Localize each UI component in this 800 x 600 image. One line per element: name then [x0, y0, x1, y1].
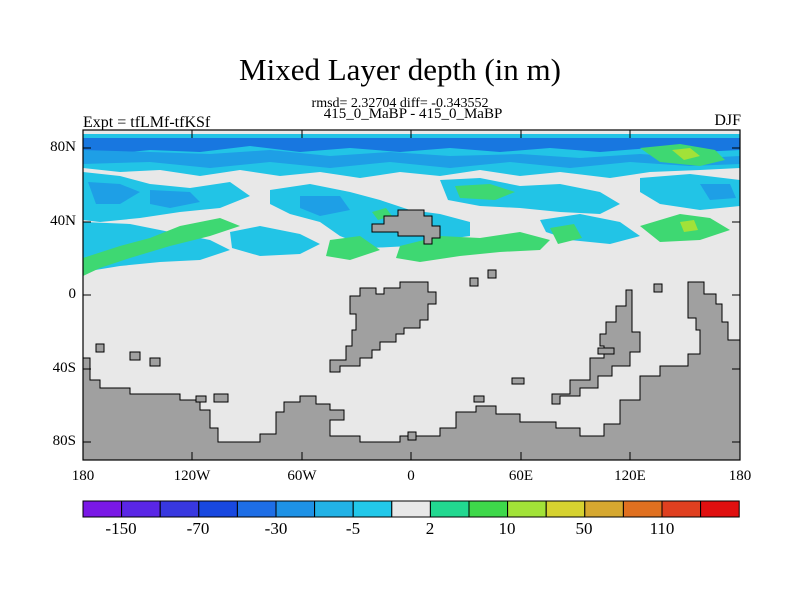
experiment-label: Expt = tfLMf-tfKSf [83, 114, 211, 131]
y-tick-label-80s: 80S [52, 433, 76, 449]
colorbar-box-7 [314, 500, 354, 518]
plot-title: Mixed Layer depth (in m) [239, 52, 561, 87]
colorbar-label-8: 110 [649, 519, 675, 538]
colorbar-label-3: -30 [264, 519, 288, 538]
green-band-europe [396, 232, 550, 262]
green-band-pacific [83, 218, 240, 276]
colorbar-box-2 [121, 500, 161, 518]
green-patch-atlantic [326, 236, 380, 260]
colorbar-box-10 [429, 500, 470, 518]
colorbar-box-15 [622, 500, 663, 518]
x-tick-label-120e: 120E [614, 468, 646, 484]
land-small-islands-12 [653, 283, 663, 293]
y-tick-label-80n: 80N [50, 139, 76, 155]
colorbar [82, 500, 740, 518]
stats-line: rmsd= 2.32704 diff= -0.343552 [311, 96, 489, 111]
yellow-patch-arctic [672, 148, 700, 160]
dark-blue-patch-pacific-2 [150, 190, 200, 208]
colorbar-box-12 [507, 500, 547, 518]
mid-blue-patch-atlantic [300, 196, 350, 216]
yellow-patch-east-pacific [680, 220, 698, 232]
mid-blue-patch-east [700, 184, 736, 200]
land-small-islands-2 [487, 269, 497, 279]
x-tick-label-180w: 180 [71, 468, 95, 484]
land-south-america [329, 281, 437, 373]
y-tick-label-40n: 40N [50, 213, 76, 229]
colorbar-box-13 [545, 500, 586, 518]
y-tick-label-0: 0 [68, 286, 77, 302]
colorbar-box-14 [584, 500, 624, 518]
colorbar-label-2: -70 [186, 519, 210, 538]
colorbar-label-1: -150 [105, 519, 137, 538]
colorbar-box-3 [159, 500, 200, 518]
green-patch-nw-pacific [550, 224, 582, 244]
colorbar-box-11 [468, 500, 509, 518]
land-small-islands-7 [213, 393, 229, 403]
colorbar-box-5 [236, 500, 277, 518]
land-small-islands-1 [469, 277, 479, 287]
x-tick-label-120w: 120W [173, 468, 211, 484]
colorbar-box-16 [661, 500, 702, 518]
mid-blue-band-north [83, 150, 740, 168]
colorbar-label-4: -5 [345, 519, 361, 538]
land-small-islands-11 [597, 347, 615, 355]
colorbar-label-7: 50 [575, 519, 593, 538]
season-label: DJF [714, 112, 741, 129]
land-small-islands-6 [195, 395, 207, 403]
land-small-islands-5 [149, 357, 161, 367]
x-axis-ticks [82, 130, 741, 460]
colorbar-box-6 [275, 500, 316, 518]
land-small-islands-4 [129, 351, 141, 361]
colorbar-box-4 [198, 500, 238, 518]
colorbar-label-5: 2 [425, 519, 435, 538]
colorbar-box-9 [391, 500, 431, 518]
plot-subtitle: 415_0_MaBP - 415_0_MaBP [323, 106, 503, 122]
land-small-islands-9 [473, 395, 485, 403]
colorbar-box-8 [352, 500, 393, 518]
land-africa-tip [551, 289, 641, 405]
x-tick-label-60w: 60W [287, 468, 317, 484]
land-small-islands-8 [511, 377, 525, 385]
y-axis-ticks [83, 147, 740, 443]
dark-blue-band-north [83, 138, 740, 154]
green-patch-asia [455, 184, 515, 200]
colorbar-box-17 [700, 500, 740, 518]
dark-blue-patch-pacific [88, 182, 140, 204]
land-small-islands-3 [95, 343, 105, 353]
y-tick-label-40s: 40S [52, 360, 76, 376]
blue-region-central [230, 226, 320, 256]
land-greenland-europe [371, 209, 441, 245]
colorbar-label-6: 10 [498, 519, 516, 538]
land-antarctica [83, 281, 740, 460]
x-tick-label-180e: 180 [728, 468, 752, 484]
blue-region-east-north [640, 174, 740, 210]
x-tick-label-0: 0 [407, 468, 415, 484]
colorbar-box-1 [82, 500, 123, 518]
x-tick-label-60e: 60E [508, 468, 534, 484]
land-small-islands-10 [407, 431, 417, 441]
